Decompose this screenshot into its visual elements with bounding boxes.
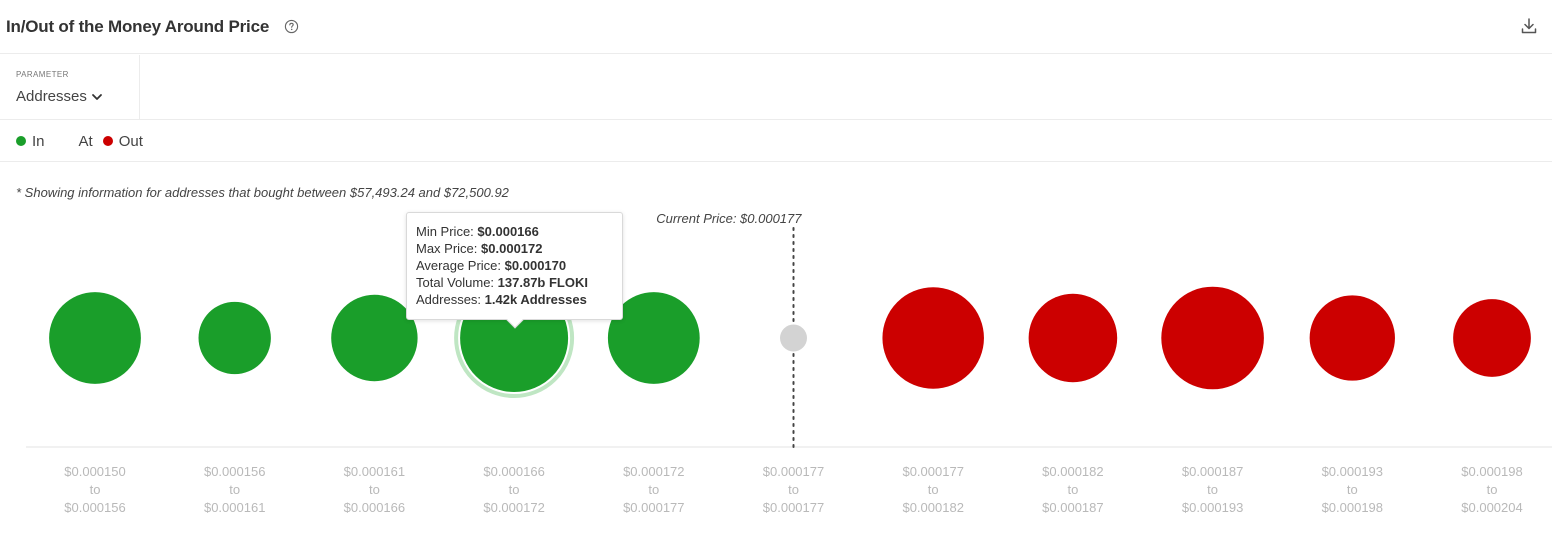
tick-label-from: $0.000198 bbox=[1461, 464, 1522, 479]
legend: In At Out bbox=[16, 131, 143, 151]
legend-dot-in bbox=[16, 136, 26, 146]
tick-label-connector: to bbox=[229, 482, 240, 497]
download-icon[interactable] bbox=[1519, 16, 1539, 36]
tick-label-from: $0.000156 bbox=[204, 464, 265, 479]
parameter-value: Addresses bbox=[16, 88, 87, 105]
tick-label-from: $0.000150 bbox=[64, 464, 125, 479]
legend-dot-out bbox=[102, 136, 113, 146]
tick-label-from: $0.000166 bbox=[483, 464, 544, 479]
range-note: * Showing information for addresses that… bbox=[16, 185, 509, 200]
tick-label-from: $0.000172 bbox=[623, 464, 684, 479]
chart-header: In/Out of the Money Around Price bbox=[0, 0, 1552, 54]
parameter-dropdown[interactable]: Addresses bbox=[16, 88, 103, 105]
tooltip: Min Price: $0.000166 Max Price: $0.00017… bbox=[406, 212, 623, 329]
parameter-selector: PARAMETER Addresses bbox=[0, 55, 140, 119]
tick-label-to: $0.000204 bbox=[1461, 500, 1522, 515]
bubble-in-4[interactable] bbox=[607, 292, 700, 384]
legend-label-at: At bbox=[78, 132, 93, 150]
tick-label-from: $0.000161 bbox=[344, 464, 405, 479]
bubble-out-6[interactable] bbox=[882, 287, 984, 389]
tick-label-connector: to bbox=[1347, 482, 1358, 497]
tick-label-to: $0.000182 bbox=[902, 500, 963, 515]
tick-label-to: $0.000161 bbox=[204, 500, 265, 515]
parameter-label: PARAMETER bbox=[16, 70, 69, 79]
tick-label-connector: to bbox=[369, 482, 380, 497]
tooltip-row-addresses: Addresses: 1.42k Addresses bbox=[416, 292, 587, 307]
legend-label-out: Out bbox=[118, 132, 143, 150]
iomap-chart: $0.000150 to $0.000156 $0.000156 to $0.000161… bbox=[26, 211, 1552, 515]
tick-label-from: $0.000177 bbox=[902, 464, 963, 479]
bubble-out-10[interactable] bbox=[1453, 299, 1531, 377]
tick-label-to: $0.000187 bbox=[1042, 500, 1103, 515]
tick-label-connector: to bbox=[509, 482, 520, 497]
tick-label-connector: to bbox=[648, 482, 659, 497]
tick-label-connector: to bbox=[1207, 482, 1218, 497]
legend-item-in[interactable]: In bbox=[16, 133, 45, 150]
row-divider bbox=[0, 119, 1552, 120]
tick-label-to: $0.000198 bbox=[1322, 500, 1383, 515]
legend-item-out[interactable]: Out bbox=[102, 132, 143, 150]
bubble-out-8[interactable] bbox=[1161, 286, 1264, 390]
tick-label-connector: to bbox=[788, 482, 799, 497]
tick-label-to: $0.000193 bbox=[1182, 500, 1243, 515]
tick-label-to: $0.000177 bbox=[623, 500, 684, 515]
question-circle-icon[interactable] bbox=[284, 19, 299, 34]
tick-label-connector: to bbox=[1487, 482, 1498, 497]
tooltip-row-min: Min Price: $0.000166 bbox=[416, 224, 539, 239]
tick-label-to: $0.000172 bbox=[483, 500, 544, 515]
legend-label-in: In bbox=[32, 132, 45, 150]
tick-label-from: $0.000177 bbox=[763, 464, 824, 479]
chevron-down-icon bbox=[91, 94, 102, 100]
tick-label-connector: to bbox=[928, 482, 939, 497]
tick-label-to: $0.000166 bbox=[344, 500, 405, 515]
chart-title: In/Out of the Money Around Price bbox=[6, 17, 270, 36]
tick-label-connector: to bbox=[1067, 482, 1078, 497]
tick-label-from: $0.000187 bbox=[1182, 464, 1243, 479]
tick-label-from: $0.000182 bbox=[1042, 464, 1103, 479]
tick-label-connector: to bbox=[90, 482, 101, 497]
tooltip-row-average: Average Price: $0.000170 bbox=[416, 258, 567, 273]
tooltip-row-max: Max Price: $0.000172 bbox=[416, 241, 543, 256]
tick-label-from: $0.000193 bbox=[1322, 464, 1383, 479]
tick-label-to: $0.000177 bbox=[763, 500, 824, 515]
tooltip-row-volume: Total Volume: 137.87b FLOKI bbox=[416, 275, 588, 290]
bubble-at-5[interactable] bbox=[780, 324, 807, 352]
bubble-out-9[interactable] bbox=[1309, 295, 1395, 381]
legend-divider bbox=[0, 161, 1552, 162]
bubble-in-2[interactable] bbox=[331, 294, 418, 382]
legend-item-at[interactable]: At bbox=[79, 133, 93, 150]
bubble-in-0[interactable] bbox=[49, 292, 141, 384]
tick-label-to: $0.000156 bbox=[64, 500, 125, 515]
bubble-out-7[interactable] bbox=[1028, 293, 1118, 383]
current-price-label: Current Price: $0.000177 bbox=[656, 211, 802, 226]
bubble-in-1[interactable] bbox=[198, 301, 271, 375]
